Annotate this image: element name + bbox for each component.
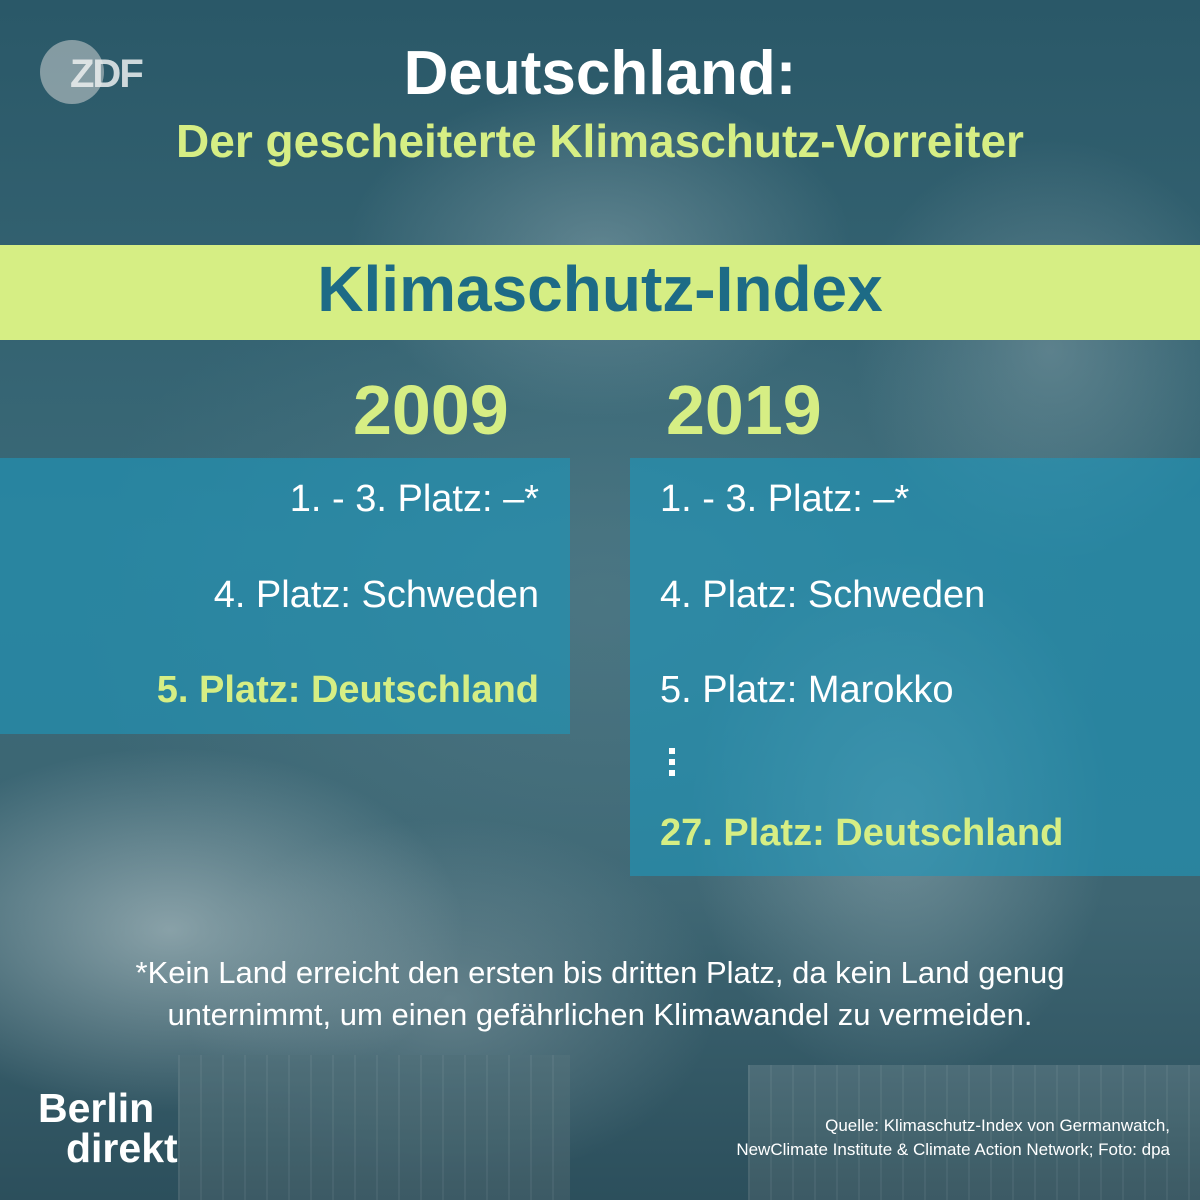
logo-line: Berlin: [38, 1085, 155, 1131]
berlin-direkt-logo: Berlin direkt: [38, 1085, 178, 1171]
ranking-row: 4. Platz: Schweden: [660, 574, 986, 616]
ranking-panel-2009: 1. - 3. Platz: –* 4. Platz: Schweden 5. …: [0, 458, 570, 734]
cooling-tower-right: [748, 1065, 1200, 1200]
cooling-tower-left: [178, 1055, 570, 1200]
index-banner: [0, 245, 1200, 340]
source-line: NewClimate Institute & Climate Action Ne…: [736, 1140, 1170, 1159]
page-subtitle: Der gescheiterte Klimaschutz-Vorreiter: [176, 115, 1024, 167]
year-heading-2009: 2009: [353, 371, 509, 449]
ellipsis-vertical-icon: [669, 748, 675, 778]
footnote: *Kein Land erreicht den ersten bis dritt…: [0, 952, 1200, 1036]
ranking-panel-2019: 1. - 3. Platz: –* 4. Platz: Schweden 5. …: [630, 458, 1200, 876]
index-banner-label: Klimaschutz-Index: [317, 253, 883, 325]
ranking-row-germany: 27. Platz: Deutschland: [660, 812, 1064, 854]
page-title: Deutschland:: [403, 39, 797, 108]
ranking-row: 4. Platz: Schweden: [213, 574, 539, 616]
source-line: Quelle: Klimaschutz-Index von Germanwatc…: [825, 1116, 1170, 1135]
ranking-row: 1. - 3. Platz: –*: [660, 478, 910, 520]
ranking-row: 1. - 3. Platz: –*: [289, 478, 539, 520]
logo-line: direkt: [66, 1125, 178, 1171]
zdf-logo-icon: [40, 40, 104, 104]
footnote-line: *Kein Land erreicht den ersten bis dritt…: [135, 955, 1065, 990]
ranking-row: 5. Platz: Marokko: [660, 669, 954, 711]
year-heading-2019: 2019: [666, 371, 822, 449]
ranking-row-germany: 5. Platz: Deutschland: [156, 669, 539, 711]
zdf-logo-text: ZDF: [70, 52, 144, 96]
footnote-line: unternimmt, um einen gefährlichen Klimaw…: [167, 997, 1033, 1032]
source-credit: Quelle: Klimaschutz-Index von Germanwatc…: [736, 1114, 1170, 1162]
